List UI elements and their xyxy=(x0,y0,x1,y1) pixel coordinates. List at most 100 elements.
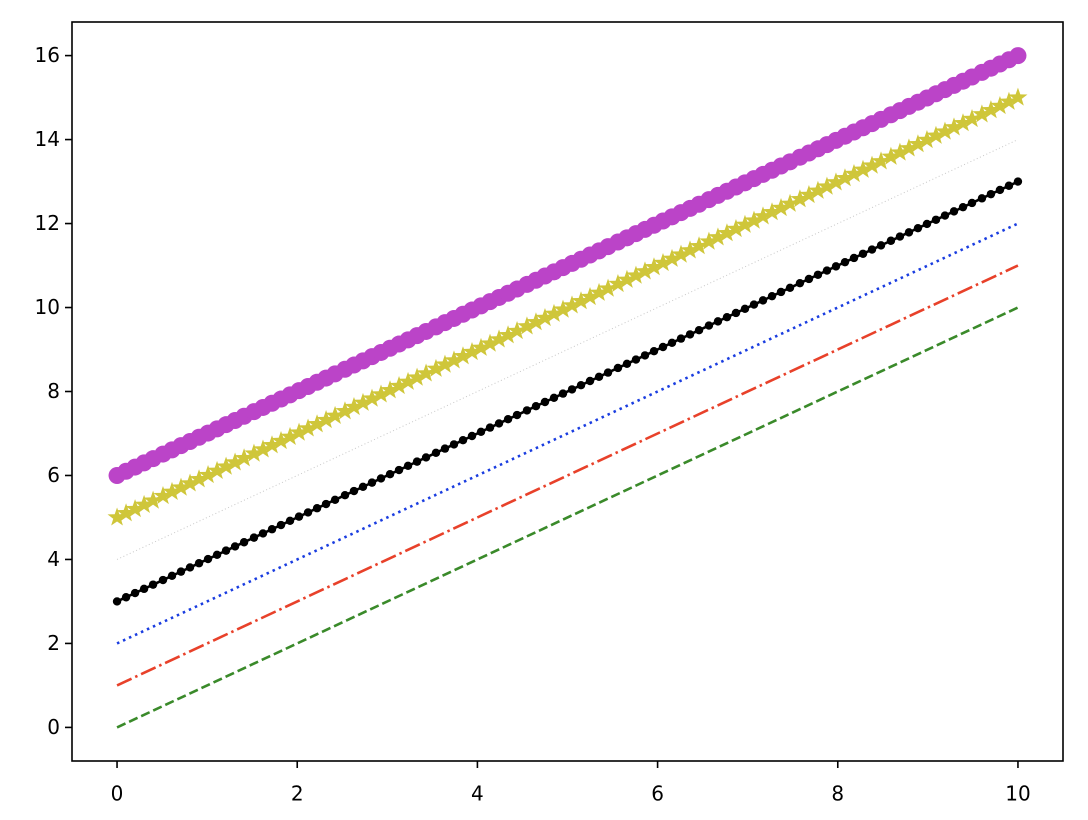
marker xyxy=(180,473,200,492)
marker xyxy=(871,151,891,170)
marker xyxy=(489,329,509,348)
marker xyxy=(421,453,431,462)
marker xyxy=(526,312,546,331)
marker xyxy=(635,261,655,280)
y-tick-label: 0 xyxy=(47,715,60,739)
marker xyxy=(380,380,400,399)
marker xyxy=(249,533,259,542)
marker xyxy=(312,504,322,513)
marker xyxy=(931,215,941,224)
marker xyxy=(804,274,814,284)
x-tick-label: 6 xyxy=(651,782,664,806)
marker xyxy=(908,134,928,153)
marker xyxy=(658,342,668,352)
x-tick-label: 4 xyxy=(471,782,484,806)
marker xyxy=(826,172,846,191)
marker xyxy=(562,295,582,314)
y-tick-label: 2 xyxy=(47,631,60,655)
marker xyxy=(362,388,382,407)
marker xyxy=(153,486,173,505)
marker xyxy=(107,507,127,526)
marker xyxy=(349,486,359,496)
marker xyxy=(148,580,158,589)
marker xyxy=(785,283,795,292)
marker xyxy=(344,397,364,416)
marker xyxy=(544,303,564,322)
marker xyxy=(699,231,719,250)
marker xyxy=(462,342,482,361)
marker xyxy=(967,198,977,208)
marker xyxy=(289,422,309,441)
marker xyxy=(580,287,600,306)
marker xyxy=(986,189,996,199)
x-tick-label: 0 xyxy=(111,782,124,806)
marker xyxy=(694,325,704,335)
marker xyxy=(899,138,919,157)
marker xyxy=(744,210,764,229)
marker xyxy=(480,333,500,352)
marker xyxy=(704,321,714,330)
marker xyxy=(130,588,140,598)
y-tick-label: 6 xyxy=(47,463,60,487)
marker xyxy=(608,274,628,293)
marker xyxy=(522,406,532,415)
marker xyxy=(585,376,595,386)
marker xyxy=(649,346,659,356)
marker xyxy=(995,185,1005,195)
marker xyxy=(476,427,486,437)
marker xyxy=(158,575,168,585)
marker xyxy=(881,146,901,165)
marker xyxy=(540,397,550,407)
marker xyxy=(689,236,709,255)
marker xyxy=(376,474,386,483)
marker xyxy=(904,228,914,237)
x-tick-label: 10 xyxy=(1005,782,1030,806)
marker xyxy=(125,499,145,518)
marker xyxy=(813,270,823,279)
marker xyxy=(999,91,1019,110)
marker xyxy=(753,206,773,225)
marker xyxy=(886,236,896,245)
marker xyxy=(171,477,191,496)
marker xyxy=(644,257,664,276)
marker xyxy=(225,452,245,471)
marker xyxy=(631,355,641,364)
marker xyxy=(212,550,222,560)
marker xyxy=(507,321,527,340)
marker xyxy=(1008,87,1028,106)
marker xyxy=(358,482,368,492)
marker xyxy=(535,308,555,327)
marker xyxy=(708,227,728,246)
marker xyxy=(316,410,336,429)
marker xyxy=(895,232,905,241)
marker xyxy=(1004,181,1014,190)
marker xyxy=(431,448,441,458)
marker xyxy=(981,100,1001,119)
marker xyxy=(935,121,955,140)
marker xyxy=(844,164,864,183)
marker xyxy=(990,95,1010,115)
marker xyxy=(876,241,886,250)
marker xyxy=(613,363,623,373)
marker xyxy=(276,520,286,530)
marker xyxy=(385,470,395,479)
marker xyxy=(858,249,868,258)
marker xyxy=(926,125,946,144)
marker xyxy=(398,371,418,390)
marker xyxy=(230,542,240,551)
marker xyxy=(367,478,377,487)
marker xyxy=(258,529,268,538)
marker xyxy=(603,368,613,377)
marker xyxy=(444,350,464,369)
marker xyxy=(767,291,777,301)
marker xyxy=(831,262,841,271)
marker xyxy=(685,330,695,339)
marker xyxy=(549,393,559,402)
marker xyxy=(207,460,227,479)
marker xyxy=(467,431,477,441)
marker xyxy=(598,278,618,297)
marker xyxy=(1013,177,1023,186)
marker xyxy=(762,202,782,221)
series-line xyxy=(116,180,1019,603)
